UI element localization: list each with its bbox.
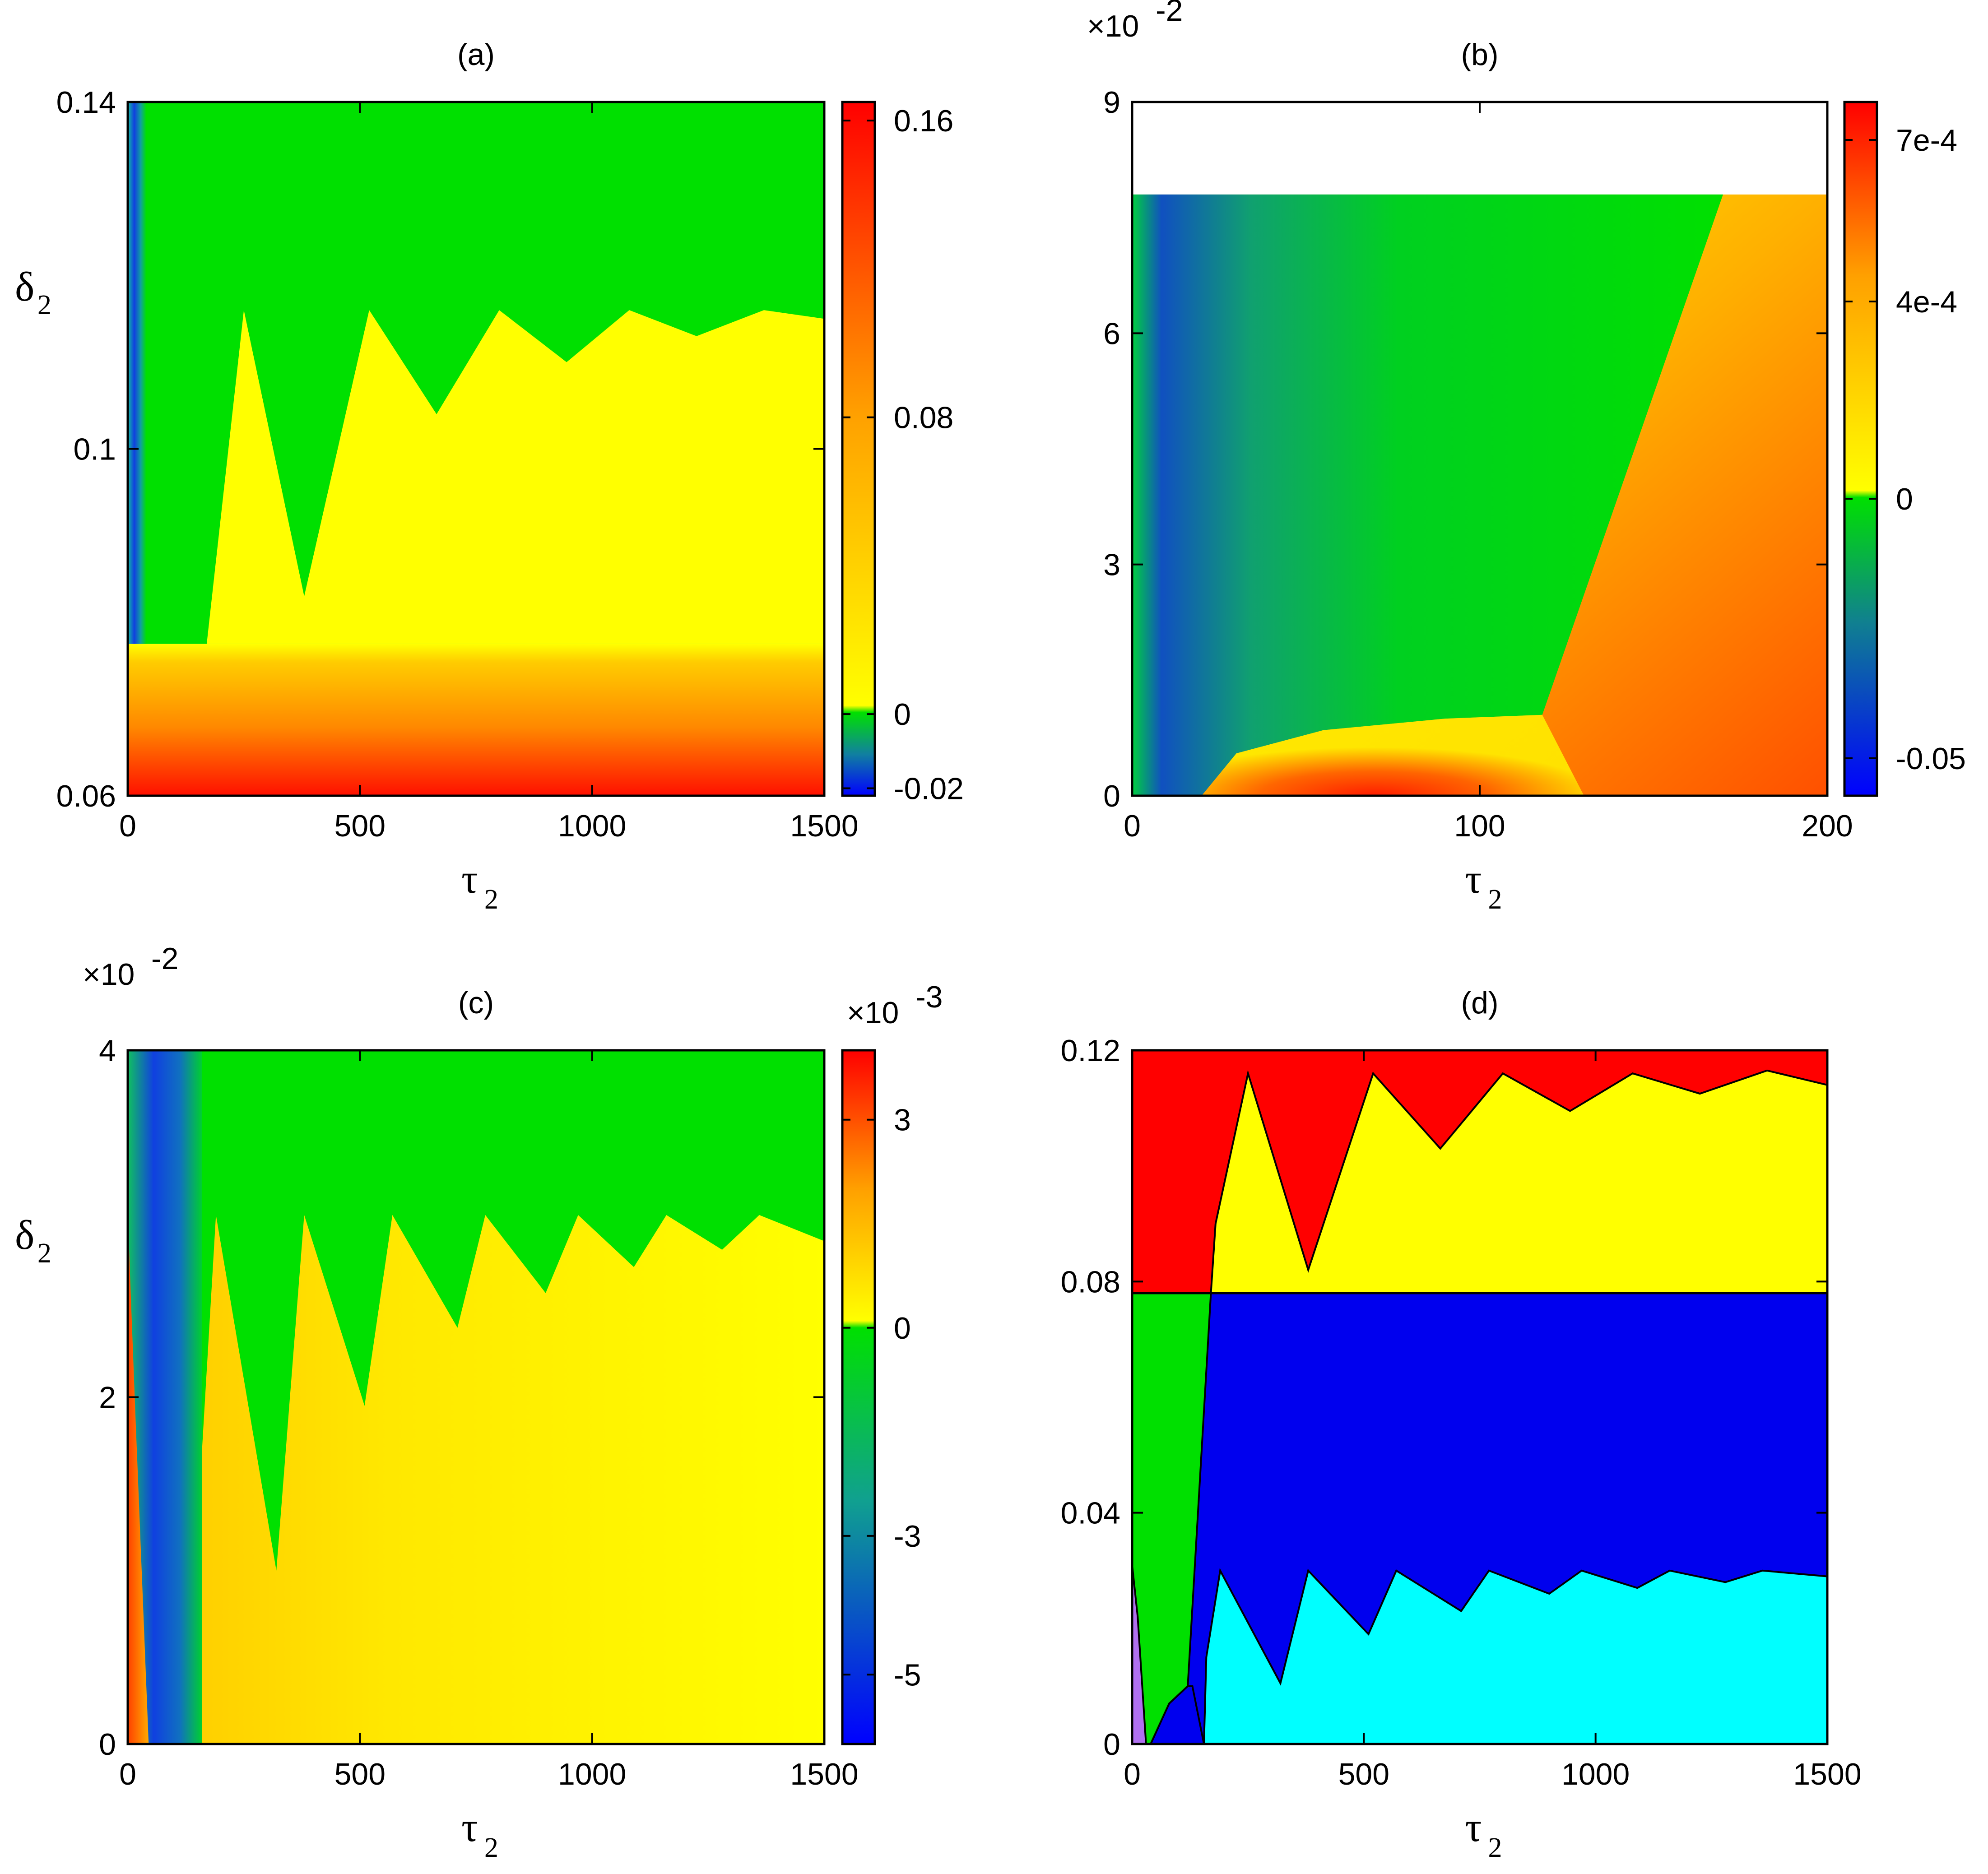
y-tick-label: 0 <box>1103 779 1120 813</box>
x-tick-label: 1000 <box>558 1757 626 1791</box>
y-tick-label: 0.04 <box>1061 1496 1120 1531</box>
y-axis-label-subscript: 2 <box>37 1238 51 1269</box>
region-blue-strip <box>128 102 147 644</box>
colorbar-tick-label: -5 <box>894 1658 921 1692</box>
region-yellow <box>128 310 824 644</box>
region-red-wedge <box>128 1215 149 1744</box>
y-multiplier: ×10 <box>1087 9 1139 43</box>
colorbar <box>842 102 875 796</box>
y-tick-label: 3 <box>1103 548 1120 582</box>
region-green <box>1132 194 1723 796</box>
colorbar-tick-label: 4e-4 <box>1896 285 1957 319</box>
x-axis-label: τ <box>1465 1804 1482 1850</box>
colorbar <box>842 1050 875 1744</box>
panel-b: 0 100 200 0 3 6 9 (b) τ 2 ×10 -2 -0.05 0 4e-4 7e-4 <box>1087 0 1966 915</box>
colorbar-frame <box>841 101 876 797</box>
x-axis-label: τ <box>461 856 478 902</box>
colorbar-tick-label: 0.08 <box>894 401 953 435</box>
y-tick-label: 0.12 <box>1061 1034 1120 1068</box>
x-axis-label-subscript: 2 <box>484 884 498 915</box>
colorbar-tick-label: 0 <box>894 1311 911 1345</box>
x-tick-label: 0 <box>1124 809 1141 843</box>
panel-title: (d) <box>1461 986 1498 1020</box>
panel-d: 0 500 1000 1500 0 0.04 0.08 0.12 (d) τ 2 <box>1061 986 1862 1863</box>
y-tick-label: 4 <box>99 1034 116 1068</box>
x-tick-label: 1500 <box>790 1757 858 1791</box>
y-tick-label: 0.14 <box>56 85 116 120</box>
y-tick-label: 0.08 <box>1061 1265 1120 1299</box>
x-tick-label: 1000 <box>1561 1757 1630 1791</box>
x-tick-label: 500 <box>1338 1757 1389 1791</box>
colorbar-tick-label: 7e-4 <box>1896 123 1957 158</box>
colorbar-tick-label: 0.16 <box>894 104 953 138</box>
x-tick-label: 0 <box>119 809 136 843</box>
region-orange-red <box>128 644 824 796</box>
colorbar-tick-label: -3 <box>894 1519 921 1554</box>
x-tick-label: 1500 <box>790 809 858 843</box>
x-axis-label-subscript: 2 <box>1488 884 1502 915</box>
x-tick-label: 0 <box>1124 1757 1141 1791</box>
y-axis-label: δ <box>15 264 34 310</box>
y-multiplier: ×10 <box>83 957 135 992</box>
x-axis-label-subscript: 2 <box>484 1832 498 1863</box>
x-tick-label: 1000 <box>558 809 626 843</box>
colorbar-frame <box>841 1049 876 1745</box>
y-tick-label: 2 <box>99 1381 116 1415</box>
colorbar <box>1844 102 1877 796</box>
x-tick-label: 500 <box>334 809 386 843</box>
region-yellow <box>202 1215 825 1744</box>
x-tick-label: 100 <box>1454 809 1505 843</box>
colorbar-frame <box>1843 101 1878 797</box>
colorbar-tick-label: -0.05 <box>1896 742 1966 776</box>
x-tick-label: 500 <box>334 1757 386 1791</box>
region-red <box>1202 714 1584 796</box>
panel-title: (b) <box>1461 37 1498 72</box>
y-tick-label: 6 <box>1103 316 1120 351</box>
y-tick-label: 0.1 <box>73 432 116 467</box>
panel-title: (a) <box>457 37 495 72</box>
y-axis-label: δ <box>15 1212 34 1258</box>
y-tick-label: 0 <box>1103 1727 1120 1762</box>
plot-frame <box>1131 1049 1829 1745</box>
colorbar-tick-label: -0.02 <box>894 772 964 806</box>
region-yellow <box>1210 1069 1828 1294</box>
y-multiplier-exponent: -2 <box>151 942 178 976</box>
colorbar-multiplier-exponent: -3 <box>915 980 943 1014</box>
x-axis-label: τ <box>461 1804 478 1850</box>
x-tick-label: 0 <box>119 1757 136 1791</box>
region-cyan <box>1203 1568 1828 1745</box>
y-axis-label-subscript: 2 <box>37 290 51 320</box>
y-tick-label: 9 <box>1103 85 1120 120</box>
x-axis-label-subscript: 2 <box>1488 1832 1502 1863</box>
colorbar-tick-label: 3 <box>894 1103 911 1137</box>
x-tick-label: 200 <box>1802 809 1853 843</box>
y-tick-label: 0.06 <box>56 779 116 813</box>
colorbar-tick-label: 0 <box>894 697 911 732</box>
x-tick-label: 1500 <box>1793 1757 1861 1791</box>
y-multiplier-exponent: -2 <box>1156 0 1183 28</box>
x-axis-label: τ <box>1465 856 1482 902</box>
colorbar-tick-label: 0 <box>1896 482 1913 516</box>
y-tick-label: 0 <box>99 1727 116 1762</box>
panel-title: (c) <box>458 986 494 1020</box>
colorbar-multiplier: ×10 <box>847 996 899 1030</box>
